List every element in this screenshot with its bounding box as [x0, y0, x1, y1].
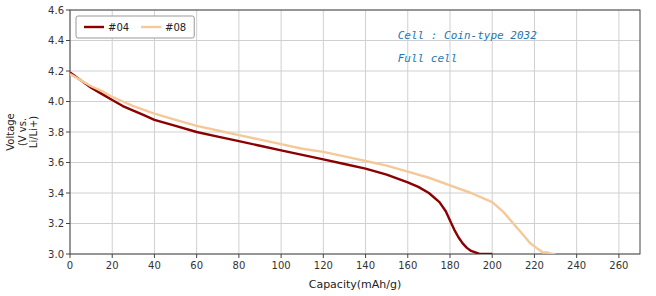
y-tick [66, 101, 70, 102]
legend-label: #04 [108, 22, 129, 33]
x-tick-label: 180 [440, 260, 459, 271]
grid-line-y [70, 40, 640, 41]
y-tick [66, 254, 70, 255]
axes: 0 20 40 60 80 100 120 140 160 180 200 220 240 260 3.0 3… [48, 5, 628, 272]
legend-label: #08 [165, 22, 186, 33]
x-tick-label: 140 [356, 260, 375, 271]
x-tick [450, 254, 451, 258]
x-tick-label: 20 [106, 260, 119, 271]
x-tick [365, 254, 366, 258]
chart: 0 20 40 60 80 100 120 140 160 180 200 220 240 260 3.0 3… [0, 0, 656, 296]
y-tick [66, 132, 70, 133]
legend-box [76, 16, 194, 38]
y-tick-label: 3.8 [48, 127, 64, 138]
x-tick-label: 80 [233, 260, 246, 271]
grid-line-y [70, 162, 640, 163]
grid-line-y [70, 71, 640, 72]
y-tick [66, 71, 70, 72]
grid-line-y [70, 223, 640, 224]
x-tick [407, 254, 408, 258]
x-tick [534, 254, 535, 258]
y-axis-label-line: Voltage [5, 113, 16, 151]
x-tick-label: 0 [67, 260, 73, 271]
x-tick [112, 254, 113, 258]
y-axis-label-line: (V vs. [17, 118, 28, 146]
x-tick [576, 254, 577, 258]
x-tick-label: 100 [272, 260, 291, 271]
series-line [70, 74, 556, 254]
y-tick [66, 223, 70, 224]
grid-line-y [70, 101, 640, 102]
x-tick-label: 160 [398, 260, 417, 271]
series-group [70, 73, 556, 254]
x-tick [70, 254, 71, 258]
x-tick-label: 40 [148, 260, 161, 271]
x-tick-label: 60 [190, 260, 203, 271]
grid [70, 10, 640, 254]
x-tick [281, 254, 282, 258]
legend-swatch [141, 26, 161, 28]
y-tick [66, 193, 70, 194]
x-tick-label: 240 [567, 260, 586, 271]
x-tick [196, 254, 197, 258]
y-axis-label-line: Li/Li+) [28, 116, 39, 148]
x-tick-label: 200 [483, 260, 502, 271]
y-tick-label: 4.6 [48, 5, 64, 16]
y-tick-label: 4.4 [48, 35, 64, 46]
x-tick [323, 254, 324, 258]
y-tick-label: 3.0 [48, 249, 64, 260]
y-tick-label: 3.2 [48, 218, 64, 229]
grid-line-y [70, 132, 640, 133]
x-tick [238, 254, 239, 258]
y-tick [66, 162, 70, 163]
y-tick-label: 3.4 [48, 188, 64, 199]
y-tick [66, 40, 70, 41]
plot-frame [70, 10, 640, 254]
y-axis-label: Voltage(V vs.Li/Li+) [5, 113, 39, 151]
x-axis-label: Capacity(mAh/g) [309, 278, 402, 291]
y-tick-label: 3.6 [48, 157, 64, 168]
legend-swatch [84, 26, 104, 28]
legend: #04 #08 [76, 16, 194, 38]
y-tick-label: 4.0 [48, 96, 64, 107]
y-tick-label: 4.2 [48, 66, 64, 77]
x-tick [154, 254, 155, 258]
grid-line-y [70, 193, 640, 194]
annotation: Cell : Coin-type 2032 [398, 29, 537, 42]
x-tick [618, 254, 619, 258]
x-tick-label: 220 [525, 260, 544, 271]
annotation: Full cell [398, 52, 458, 65]
x-tick [492, 254, 493, 258]
x-tick-label: 260 [609, 260, 628, 271]
x-tick-label: 120 [314, 260, 333, 271]
series-line [70, 73, 492, 254]
y-tick [66, 10, 70, 11]
